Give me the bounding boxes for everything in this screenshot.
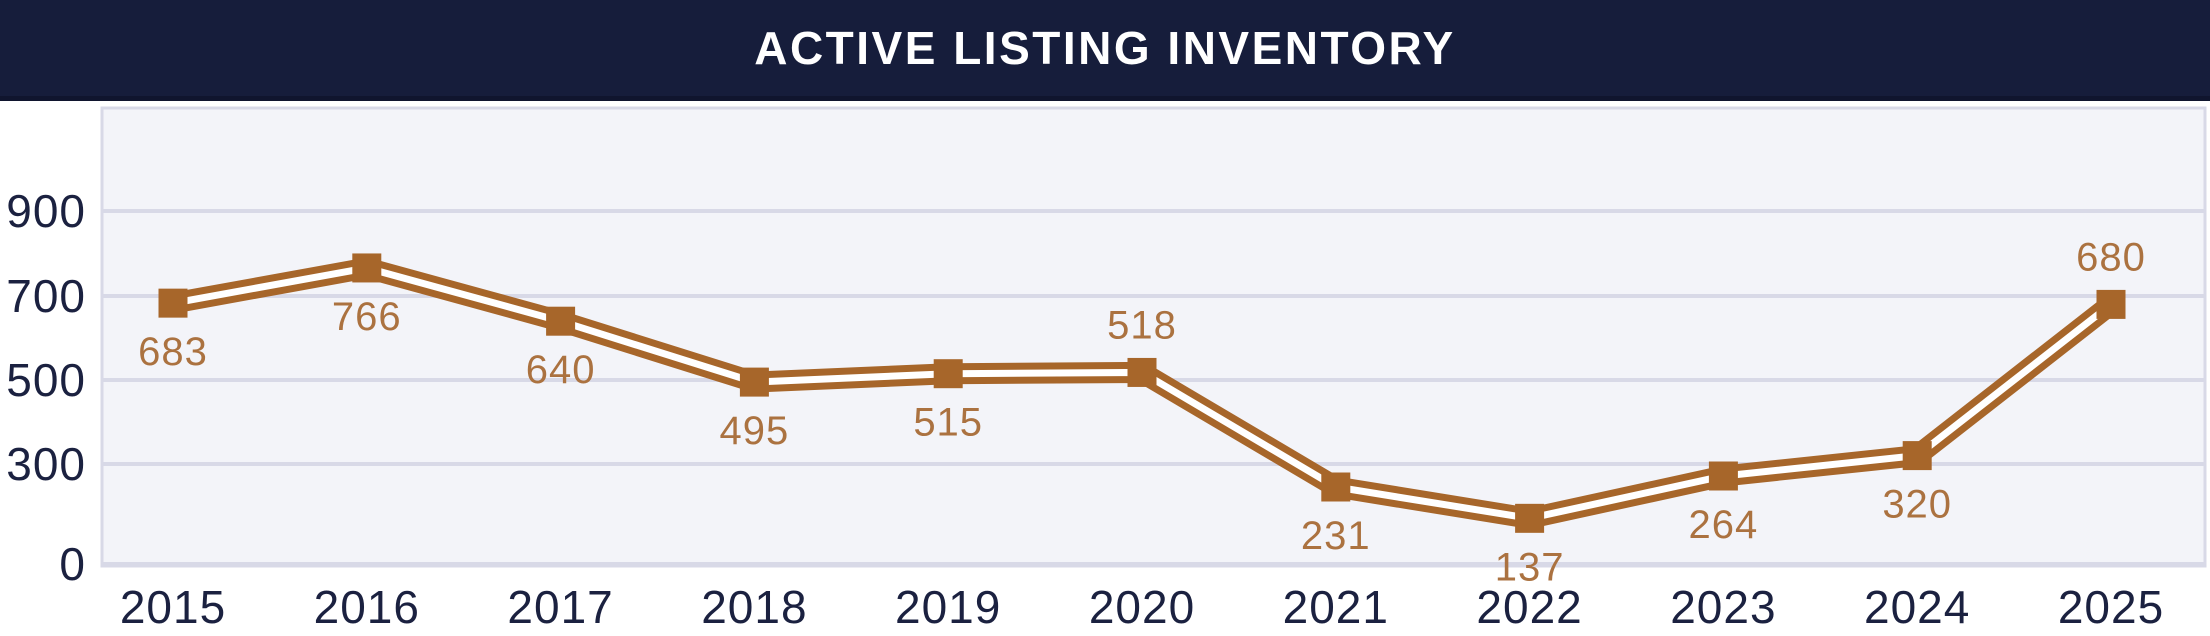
data-point-marker-2018 [739, 367, 769, 397]
plot-background [100, 106, 2207, 568]
y-axis-tick-label: 0 [59, 538, 86, 590]
data-point-label-2020: 518 [1107, 303, 1177, 347]
chart-title: ACTIVE LISTING INVENTORY [754, 22, 1456, 74]
data-point-label-2024: 320 [1882, 483, 1952, 527]
data-point-marker-2017 [546, 306, 576, 336]
x-axis-label-2024: 2024 [1864, 581, 1970, 633]
data-point-marker-2022 [1515, 503, 1545, 533]
chart-title-bar: ACTIVE LISTING INVENTORY [0, 0, 2210, 101]
data-point-marker-2023 [1708, 461, 1738, 491]
data-point-label-2016: 766 [332, 295, 402, 339]
x-axis-label-2023: 2023 [1670, 581, 1776, 633]
data-point-label-2022: 137 [1495, 545, 1565, 589]
data-point-marker-2020 [1127, 357, 1157, 387]
data-point-marker-2019 [933, 359, 963, 389]
data-point-label-2015: 683 [138, 330, 208, 374]
data-point-label-2018: 495 [720, 409, 790, 453]
x-axis-label-2018: 2018 [701, 581, 807, 633]
x-axis-label-2022: 2022 [1476, 581, 1582, 633]
chart-area: 900 700 500 300 0 683 766 640 495 515 518 231 137 264… [0, 101, 2210, 636]
data-point-label-2025: 680 [2076, 235, 2146, 279]
x-axis-label-2015: 2015 [120, 581, 226, 633]
x-axis-label-2019: 2019 [895, 581, 1001, 633]
data-point-label-2019: 515 [913, 401, 983, 445]
data-point-marker-2016 [352, 253, 382, 283]
data-point-marker-2025 [2096, 289, 2126, 319]
x-axis-label-2016: 2016 [314, 581, 420, 633]
y-axis-tick-label: 700 [6, 270, 86, 322]
x-axis-label-2017: 2017 [507, 581, 613, 633]
data-point-marker-2015 [158, 288, 188, 318]
x-axis-label-2021: 2021 [1283, 581, 1389, 633]
data-point-marker-2021 [1321, 472, 1351, 502]
data-point-label-2017: 640 [526, 348, 596, 392]
x-axis-label-2020: 2020 [1089, 581, 1195, 633]
y-axis-tick-label: 500 [6, 354, 86, 406]
data-point-marker-2024 [1902, 441, 1932, 471]
y-axis-tick-label: 900 [6, 185, 86, 237]
data-point-label-2023: 264 [1689, 503, 1759, 547]
x-axis-label-2025: 2025 [2058, 581, 2164, 633]
data-point-label-2021: 231 [1301, 514, 1371, 558]
line-chart: 900 700 500 300 0 683 766 640 495 515 518 231 137 264… [6, 106, 2207, 633]
y-axis-tick-label: 300 [6, 438, 86, 490]
